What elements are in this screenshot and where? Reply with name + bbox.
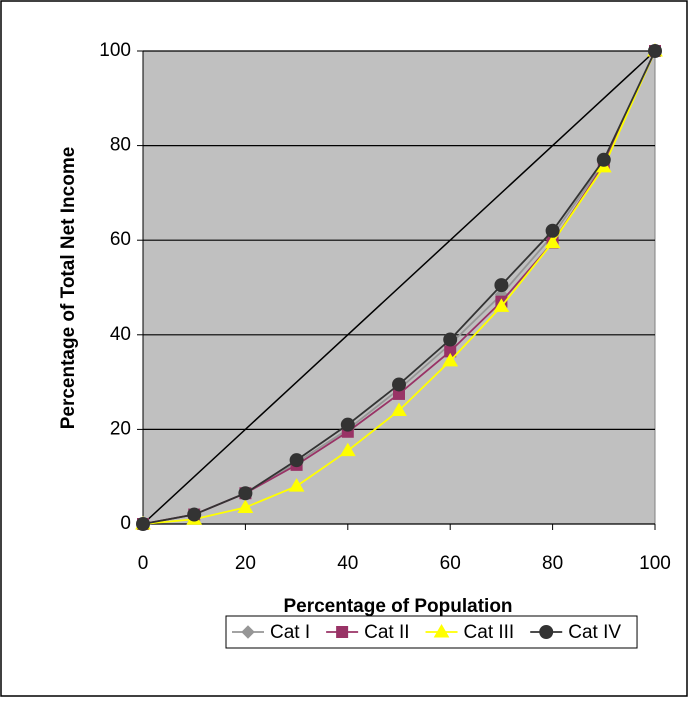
marker bbox=[340, 417, 355, 432]
marker bbox=[187, 507, 202, 522]
y-tick-label: 100 bbox=[99, 40, 131, 61]
y-tick-label: 80 bbox=[110, 135, 131, 156]
y-tick-label: 0 bbox=[120, 513, 131, 534]
x-tick-label: 0 bbox=[138, 553, 149, 574]
marker bbox=[648, 44, 662, 58]
x-tick-label: 20 bbox=[235, 553, 256, 574]
marker bbox=[596, 152, 611, 167]
marker bbox=[493, 298, 510, 312]
x-tick-label: 80 bbox=[542, 553, 563, 574]
x-tick-label: 60 bbox=[440, 553, 461, 574]
legend-label: Cat IV bbox=[568, 622, 621, 643]
marker bbox=[544, 234, 561, 249]
x-axis-title: Percentage of Population bbox=[283, 596, 512, 617]
legend-label: Cat III bbox=[464, 622, 515, 643]
marker bbox=[336, 626, 349, 638]
marker bbox=[442, 352, 459, 367]
equality-line bbox=[142, 50, 656, 525]
legend: Cat I Cat II Cat III Cat IV bbox=[225, 615, 638, 649]
marker bbox=[288, 478, 305, 492]
y-tick-label: 20 bbox=[110, 418, 131, 439]
marker bbox=[289, 453, 304, 468]
marker bbox=[136, 517, 150, 531]
x-tick-label: 100 bbox=[639, 553, 671, 574]
marker bbox=[237, 499, 254, 513]
series bbox=[136, 44, 662, 531]
marker bbox=[443, 332, 458, 347]
marker bbox=[392, 377, 406, 392]
legend-label: Cat II bbox=[364, 622, 409, 643]
y-axis-title: Percentage of Total Net Income bbox=[58, 147, 79, 430]
marker bbox=[238, 486, 253, 501]
marker bbox=[391, 402, 407, 416]
y-tick-label: 40 bbox=[110, 324, 131, 345]
legend-label: Cat I bbox=[270, 622, 310, 643]
marker bbox=[339, 442, 356, 457]
y-tick-label: 60 bbox=[110, 229, 131, 250]
marker bbox=[494, 278, 509, 293]
x-tick-label: 40 bbox=[337, 553, 358, 574]
marker bbox=[539, 625, 554, 639]
marker bbox=[545, 223, 560, 238]
marker bbox=[433, 624, 450, 638]
marker bbox=[241, 625, 255, 639]
